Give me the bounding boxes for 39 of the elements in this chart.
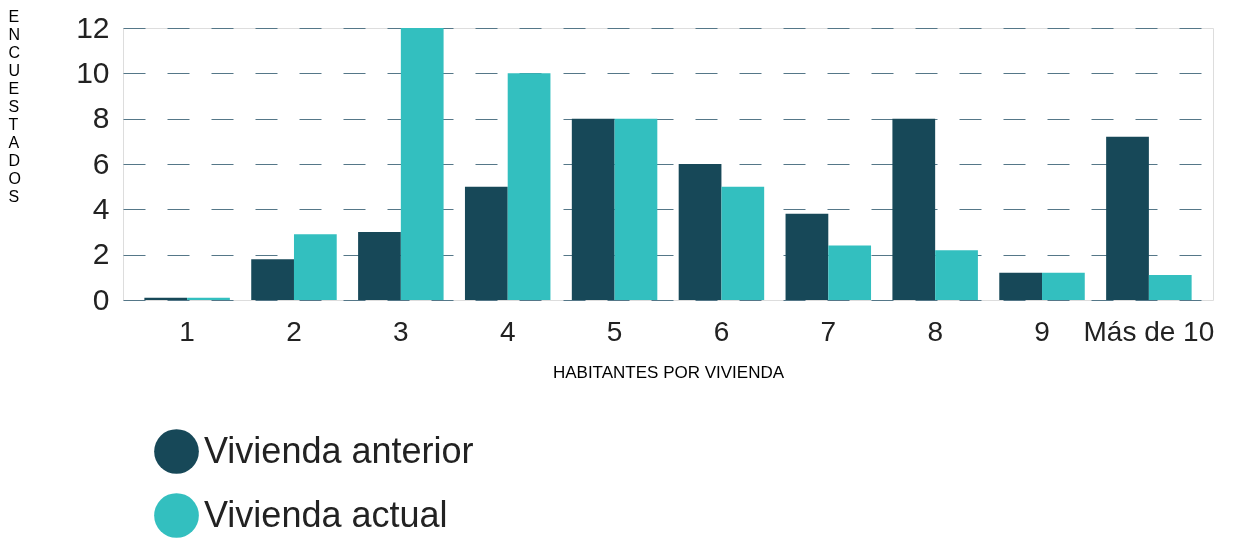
bar [678, 164, 722, 300]
bar [892, 118, 936, 300]
bar [358, 232, 401, 300]
x-tick-label: 5 [606, 315, 623, 347]
x-axis-title: HABITANTES POR VIVIENDA [552, 362, 785, 382]
x-tick-label: 9 [1034, 315, 1050, 347]
x-tick-label: 2 [286, 315, 302, 347]
bar [828, 245, 872, 300]
bar [251, 259, 294, 300]
bar [1106, 136, 1149, 300]
y-tick-label: 12 [76, 10, 110, 44]
bar [507, 73, 551, 300]
x-tick-label: 1 [179, 315, 195, 347]
y-tick-label: 4 [92, 191, 110, 225]
x-tick-label: 8 [927, 315, 943, 347]
bar [785, 213, 829, 300]
bar [571, 118, 615, 300]
bar [1042, 272, 1085, 300]
bar [721, 186, 765, 300]
bar [614, 118, 658, 300]
y-tick-label: 2 [92, 237, 110, 271]
y-tick-label: 8 [92, 101, 110, 135]
legend-label: Vivienda actual [204, 493, 448, 535]
x-tick-label: 7 [820, 315, 837, 347]
x-tick-label: 6 [713, 315, 730, 347]
bar [464, 186, 508, 300]
y-tick-label: 10 [76, 55, 110, 89]
bar [999, 272, 1043, 300]
x-tick-label: 3 [393, 315, 409, 347]
bar [935, 250, 978, 300]
legend-label: Vivienda anterior [204, 429, 474, 471]
bar [400, 28, 444, 300]
y-tick-label: 6 [92, 146, 110, 180]
bar [1148, 275, 1192, 300]
x-tick-label: 4 [499, 315, 516, 347]
bar [293, 234, 337, 300]
text: ENCUESTADOS [8, 7, 21, 205]
x-tick-label: Más de 10 [1083, 315, 1215, 347]
y-tick-label: 0 [92, 282, 110, 316]
